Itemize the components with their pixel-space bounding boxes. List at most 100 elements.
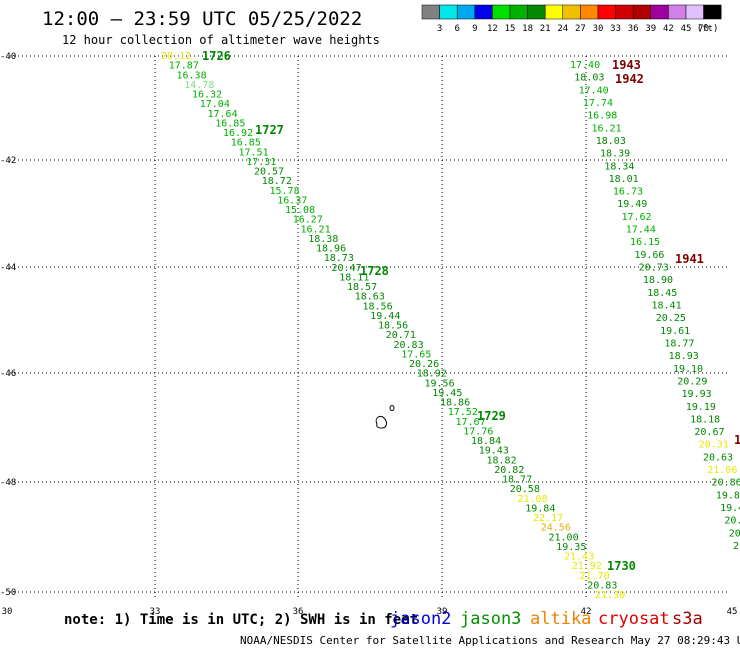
- wave-height-value: 18.18: [690, 414, 720, 425]
- mission-cryosat: cryosat: [598, 609, 670, 629]
- wave-height-value: 21.92: [572, 561, 602, 572]
- scale-swatch: [580, 4, 599, 20]
- scale-label: 15: [505, 24, 516, 34]
- wave-height-value: 18.45: [647, 288, 677, 299]
- scale-label: 3: [437, 24, 442, 34]
- wave-height-value: 16.21: [591, 123, 621, 134]
- lat-tick-label: -46: [0, 369, 16, 379]
- lat-tick-label: -44: [0, 263, 16, 273]
- pass-time-label-clipped: 1: [734, 433, 740, 447]
- scale-swatch: [703, 4, 722, 20]
- page-title: 12:00 — 23:59 UTC 05/25/2022: [42, 8, 363, 30]
- scale-swatch: [474, 4, 493, 20]
- scale-label: 27: [575, 24, 586, 34]
- track-jason3-descending: 20.1217.8716.3814.7816.3217.0417.6416.85…: [161, 49, 636, 601]
- wave-height-value: 19.4: [720, 503, 740, 514]
- wave-height-value: 19.45: [432, 388, 462, 399]
- scale-swatch: [421, 4, 440, 20]
- wave-height-value: 21.00: [549, 532, 579, 543]
- scale-swatch: [668, 4, 687, 20]
- wave-height-value: 18.57: [347, 282, 377, 293]
- scale-label: 9: [472, 24, 477, 34]
- scale-label: 36: [628, 24, 639, 34]
- pass-time-label: 1727: [255, 123, 284, 137]
- wave-height-value: 19.49: [617, 199, 647, 210]
- lon-tick-label: 42: [581, 607, 592, 617]
- track-cryosat-descending: 17.4018.0317.4017.7416.9816.2118.0318.39…: [570, 58, 740, 552]
- wave-height-value: 21.43: [564, 552, 594, 563]
- wave-height-value: 20.71: [386, 330, 416, 341]
- scale-label: 33: [610, 24, 621, 34]
- wave-height-value: 18.41: [652, 301, 682, 312]
- wave-height-value: 18.72: [262, 176, 292, 187]
- lon-tick-label: 33: [150, 607, 161, 617]
- wave-height-value: 18.96: [316, 244, 346, 255]
- wave-height-value: 16.73: [613, 187, 643, 198]
- footer-credit: NOAA/NESDIS Center for Satellite Applica…: [240, 634, 740, 647]
- island-outline: [375, 405, 395, 429]
- wave-height-value: 17.40: [570, 60, 600, 71]
- wave-height-value: 17.04: [200, 99, 230, 110]
- scale-label: 70: [698, 24, 709, 34]
- wave-height-value: 16.21: [301, 224, 331, 235]
- wave-height-value: 15.78: [270, 186, 300, 197]
- wave-height-value: 17.31: [246, 157, 276, 168]
- units-note: note: 1) Time is in UTC; 2) SWH is in fe…: [64, 612, 419, 628]
- scale-swatch: [615, 4, 634, 20]
- wave-height-value: 20.82: [494, 465, 524, 476]
- scale-swatch: [544, 4, 564, 20]
- scale-swatch: [632, 4, 652, 20]
- wave-height-value: 17.40: [579, 85, 609, 96]
- wave-height-value: 16.92: [223, 128, 253, 139]
- wave-height-value: 22.17: [533, 513, 563, 524]
- wave-height-value: 17.76: [463, 426, 493, 437]
- mission-jason2: jason2: [390, 609, 452, 629]
- scale-swatch: [597, 4, 616, 20]
- wave-height-value: 14.78: [184, 80, 214, 91]
- wave-height-value: 20.83: [394, 340, 424, 351]
- wave-height-value: 21.08: [518, 494, 548, 505]
- wave-height-value: 20.29: [677, 376, 707, 387]
- wave-height-value: 18.38: [308, 234, 338, 245]
- map-grid: [10, 55, 730, 600]
- wave-height-value: 20.57: [254, 167, 284, 178]
- wave-height-value: 20: [729, 528, 740, 539]
- wave-height-value: 16.27: [293, 215, 323, 226]
- wave-height-value: 20.83: [587, 580, 617, 591]
- wave-height-value: 17.44: [626, 225, 656, 236]
- pass-time-label: 1728: [360, 264, 389, 278]
- wave-height-value: 17.52: [448, 407, 478, 418]
- wave-height-value: 21.70: [580, 571, 610, 582]
- wave-height-value: 17.87: [169, 61, 199, 72]
- wave-height-value: 18.92: [417, 369, 447, 380]
- lat-tick-label: -48: [0, 478, 16, 488]
- wave-height-value: 20.86: [712, 478, 740, 489]
- wave-height-value: 18.03: [574, 73, 604, 84]
- wave-height-value: 24.56: [541, 523, 571, 534]
- wave-height-value: 18.39: [600, 149, 630, 160]
- scale-label: 30: [593, 24, 604, 34]
- wave-height-value: 16.32: [192, 90, 222, 101]
- wave-height-value: 17.65: [401, 349, 431, 360]
- wave-height-value: 17.74: [583, 98, 613, 109]
- wave-height-value: 20.12: [161, 51, 191, 62]
- wave-height-value: 19.84: [525, 503, 555, 514]
- wave-height-value: 19.8: [716, 490, 740, 501]
- wave-height-value: 16.15: [630, 237, 660, 248]
- wave-height-value: 19.66: [634, 250, 664, 261]
- wave-height-value: 18.82: [487, 455, 517, 466]
- lat-tick-label: -42: [0, 156, 16, 166]
- wave-height-value: 18.56: [378, 321, 408, 332]
- wave-height-value: 18.11: [339, 272, 369, 283]
- scale-label: 6: [454, 24, 459, 34]
- wave-height-value: 18.73: [324, 253, 354, 264]
- scale-swatch: [562, 4, 581, 20]
- wave-height-value: 19.10: [673, 364, 703, 375]
- scale-swatch: [685, 4, 704, 20]
- wave-height-value: 16.38: [177, 70, 207, 81]
- wave-height-value: 20.63: [703, 452, 733, 463]
- wave-height-value: 19.35: [556, 542, 586, 553]
- pass-time-label: 1942: [615, 72, 644, 86]
- wave-height-value: 20.67: [694, 427, 724, 438]
